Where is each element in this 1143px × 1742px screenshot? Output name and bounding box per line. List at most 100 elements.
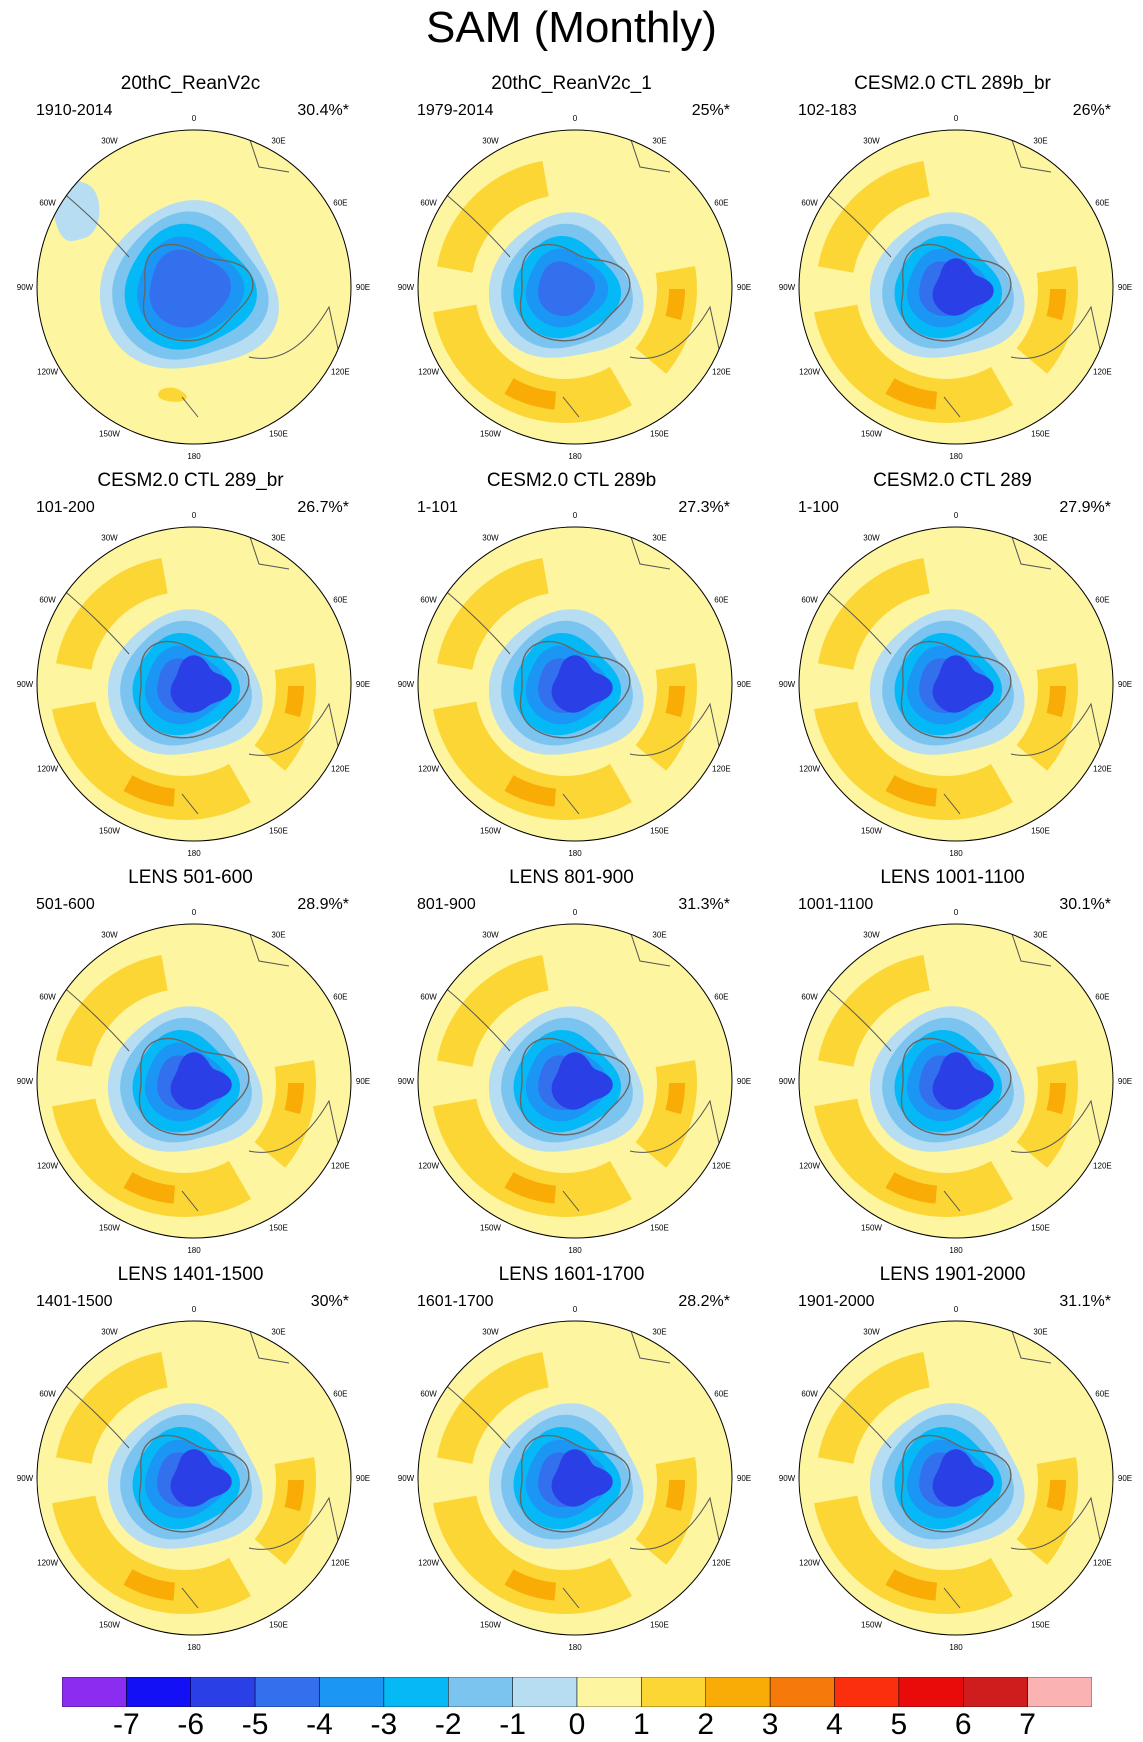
longitude-label: 30W [482, 931, 499, 940]
longitude-label: 180 [949, 849, 963, 858]
longitude-label: 120E [712, 1162, 731, 1171]
panel-variance: 27.9%* [1059, 499, 1111, 516]
map-border [36, 526, 352, 842]
positive-anomaly-strong [885, 1172, 937, 1204]
sam-pattern [418, 924, 732, 1238]
longitude-label: 60E [333, 199, 347, 208]
longitude-label: 150E [1031, 1620, 1050, 1629]
longitude-label: 0 [573, 1305, 578, 1314]
longitude-label: 30E [1033, 534, 1047, 543]
positive-anomaly [437, 558, 549, 670]
longitude-label: 150W [861, 429, 882, 438]
longitude-label: 90E [737, 680, 751, 689]
longitude-label: 120E [1093, 1559, 1112, 1568]
longitude-label: 60W [420, 596, 437, 605]
longitude-label: 90W [398, 1474, 415, 1483]
panel-variance: 26%* [1072, 102, 1111, 119]
longitude-label: 150E [650, 826, 669, 835]
positive-anomaly [56, 558, 168, 670]
africa-outline [1010, 136, 1052, 173]
new-zealand-outline [181, 793, 199, 815]
sam-pattern [418, 527, 732, 841]
panel-variance: 31.3%* [678, 896, 730, 913]
map-panel: CESM2.0 CTL 289b_br 102-183 26%* 0 30E 60E 90E… [762, 72, 1143, 469]
longitude-label: 150E [269, 1223, 288, 1232]
longitude-label: 90W [17, 1077, 34, 1086]
map-panel: LENS 1401-1500 1401-1500 30%* 0 30E 60E 90E 120… [0, 1263, 381, 1660]
colorbar-swatch [1027, 1677, 1092, 1707]
longitude-label: 60E [714, 1390, 728, 1399]
longitude-label: 30E [652, 137, 666, 146]
panel-period: 1-100 [798, 499, 839, 516]
longitude-label: 60W [39, 596, 56, 605]
longitude-label: 0 [573, 114, 578, 123]
longitude-label: 60E [333, 1390, 347, 1399]
colorbar-swatch [254, 1677, 320, 1707]
polar-map: 0 30E 60E 90E 120E 150E 180 150W 120W 90W 60W 30W [398, 908, 751, 1255]
panel-title: LENS 1401-1500 [117, 1264, 264, 1285]
negative-anomaly-strong [551, 1052, 613, 1110]
map-panel: LENS 1001-1100 1001-1100 30.1%* 0 30E 60E 90E 1… [762, 866, 1143, 1263]
new-zealand-outline [943, 793, 961, 815]
positive-anomaly [818, 558, 930, 670]
colorbar-swatch [512, 1677, 578, 1707]
positive-anomaly [56, 1352, 168, 1464]
longitude-label: 90W [779, 1474, 796, 1483]
panel-period: 1401-1500 [36, 1293, 113, 1310]
longitude-label: 60W [420, 1390, 437, 1399]
australia-outline [1010, 1496, 1107, 1569]
longitude-label: 0 [573, 908, 578, 917]
longitude-label: 0 [192, 511, 197, 520]
longitude-label: 150E [650, 429, 669, 438]
positive-anomaly-strong [665, 1083, 685, 1115]
antarctica-outline [519, 243, 631, 342]
map-border [798, 923, 1114, 1239]
map-panel: LENS 1601-1700 1601-1700 28.2%* 0 30E 60E 90E 1… [381, 1263, 762, 1660]
longitude-label: 30W [101, 1328, 118, 1337]
positive-anomaly [433, 304, 632, 423]
polar-map: 0 30E 60E 90E 120E 150E 180 150W 120W 90W 60W 30W [779, 114, 1132, 461]
colorbar-swatch [190, 1677, 256, 1707]
positive-anomaly-strong [885, 1569, 937, 1601]
antarctica-outline [519, 1037, 631, 1136]
longitude-label: 0 [954, 1305, 959, 1314]
longitude-label: 120W [418, 765, 439, 774]
panel-period: 1001-1100 [798, 896, 874, 913]
australia-outline [248, 702, 345, 775]
longitude-label: 180 [568, 849, 582, 858]
longitude-label: 150E [269, 1620, 288, 1629]
longitude-label: 120E [712, 368, 731, 377]
longitude-label: 150E [1031, 429, 1050, 438]
longitude-label: 90E [737, 1474, 751, 1483]
panel-variance: 27.3%* [678, 499, 730, 516]
longitude-label: 30W [482, 1328, 499, 1337]
panel-period: 102-183 [798, 102, 857, 119]
sam-pattern [418, 130, 732, 444]
new-zealand-outline [562, 793, 580, 815]
australia-outline [629, 305, 726, 378]
positive-anomaly-strong [504, 1172, 556, 1204]
new-zealand-outline [562, 1587, 580, 1609]
new-zealand-outline [562, 1190, 580, 1212]
longitude-label: 120E [1093, 1162, 1112, 1171]
longitude-label: 150W [861, 826, 882, 835]
panel-period: 1901-2000 [798, 1293, 875, 1310]
longitude-label: 60E [1095, 993, 1109, 1002]
colorbar-label: 2 [697, 1708, 715, 1741]
longitude-label: 60E [333, 596, 347, 605]
longitude-label: 150W [480, 1620, 501, 1629]
positive-anomaly-strong [665, 1480, 685, 1512]
positive-anomaly-strong [665, 289, 685, 321]
longitude-label: 60W [801, 1390, 818, 1399]
longitude-label: 30W [101, 137, 118, 146]
positive-anomaly-strong [284, 1480, 304, 1512]
positive-anomaly-strong [1046, 1083, 1066, 1115]
panel-period: 801-900 [417, 896, 476, 913]
longitude-label: 0 [192, 114, 197, 123]
positive-anomaly [437, 161, 549, 273]
panel-period: 101-200 [36, 499, 95, 516]
negative-anomaly-strong [170, 1449, 232, 1507]
positive-anomaly [437, 955, 549, 1067]
panel-period: 1979-2014 [417, 102, 494, 119]
positive-anomaly-strong [504, 1569, 556, 1601]
